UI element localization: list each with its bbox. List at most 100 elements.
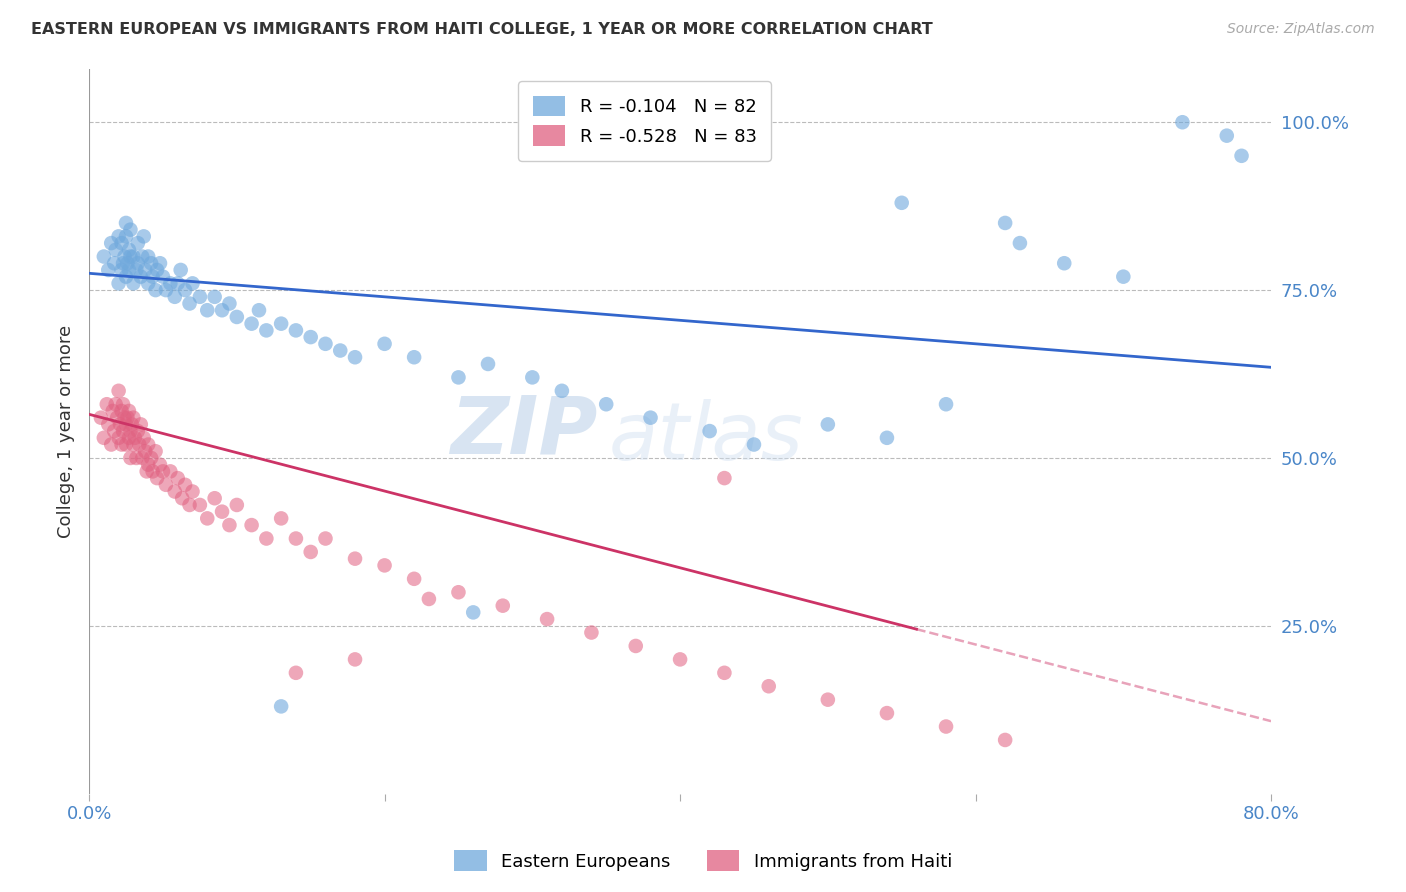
Point (134, 263, 156, 277)
Point (551, 384, 574, 398)
Point (122, 277, 145, 291)
Point (163, 290, 186, 304)
Point (159, 464, 181, 478)
Point (118, 263, 141, 277)
Point (155, 283, 177, 297)
Point (581, 625, 603, 640)
Legend: Eastern Europeans, Immigrants from Haiti: Eastern Europeans, Immigrants from Haiti (447, 843, 959, 879)
Point (463, 606, 485, 620)
Point (136, 277, 159, 291)
Point (994, 733, 1017, 747)
Point (211, 505, 233, 519)
Point (115, 437, 138, 451)
Text: Source: ZipAtlas.com: Source: ZipAtlas.com (1227, 22, 1375, 37)
Point (225, 498, 247, 512)
Point (115, 417, 138, 432)
Point (112, 397, 135, 411)
Point (114, 250, 136, 264)
Point (890, 195, 912, 210)
Point (1171, 115, 1194, 129)
Point (1008, 236, 1031, 251)
Point (120, 450, 142, 465)
Point (127, 236, 149, 251)
Point (131, 250, 153, 264)
Point (284, 532, 307, 546)
Text: atlas: atlas (609, 400, 804, 477)
Point (404, 572, 426, 586)
Point (152, 464, 174, 478)
Point (817, 692, 839, 706)
Point (284, 323, 307, 337)
Point (170, 263, 193, 277)
Point (127, 424, 149, 438)
Point (145, 283, 167, 297)
Point (115, 269, 138, 284)
Point (108, 417, 131, 432)
Point (101, 404, 124, 418)
Point (110, 437, 132, 451)
Point (447, 370, 470, 384)
Point (90, 410, 112, 425)
Point (136, 458, 159, 472)
Point (758, 679, 780, 693)
Point (254, 532, 277, 546)
Point (104, 397, 127, 411)
Point (195, 303, 218, 318)
Point (374, 336, 396, 351)
Point (132, 431, 155, 445)
Point (817, 417, 839, 432)
Point (146, 263, 169, 277)
Point (107, 277, 129, 291)
Point (172, 491, 194, 506)
Point (876, 431, 898, 445)
Point (110, 404, 132, 418)
Point (344, 652, 367, 666)
Text: EASTERN EUROPEAN VS IMMIGRANTS FROM HAITI COLLEGE, 1 YEAR OR MORE CORRELATION CH: EASTERN EUROPEAN VS IMMIGRANTS FROM HAIT… (31, 22, 932, 37)
Point (314, 336, 336, 351)
Point (1053, 256, 1076, 270)
Point (640, 410, 662, 425)
Point (117, 256, 139, 270)
Point (699, 424, 721, 438)
Point (188, 290, 211, 304)
Point (103, 424, 125, 438)
Point (247, 303, 270, 318)
Point (174, 283, 197, 297)
Point (188, 498, 211, 512)
Point (136, 437, 159, 451)
Point (713, 665, 735, 680)
Point (93, 431, 115, 445)
Point (536, 612, 558, 626)
Point (218, 518, 240, 533)
Point (447, 585, 470, 599)
Point (1230, 149, 1253, 163)
Point (124, 431, 146, 445)
Point (240, 518, 263, 533)
Point (669, 652, 692, 666)
Point (163, 484, 186, 499)
Point (374, 558, 396, 573)
Point (149, 256, 172, 270)
Point (204, 290, 226, 304)
Point (107, 431, 129, 445)
Point (146, 471, 169, 485)
Point (595, 397, 617, 411)
Point (270, 699, 292, 714)
Point (127, 256, 149, 270)
Point (112, 256, 135, 270)
Point (218, 296, 240, 310)
Point (240, 317, 263, 331)
Point (713, 471, 735, 485)
Point (97, 417, 120, 432)
Point (125, 263, 148, 277)
Point (994, 216, 1017, 230)
Point (204, 491, 226, 506)
Point (935, 719, 957, 733)
Point (159, 277, 181, 291)
Point (418, 591, 440, 606)
Point (152, 269, 174, 284)
Point (120, 250, 142, 264)
Point (131, 450, 153, 465)
Point (120, 222, 142, 236)
Point (129, 417, 152, 432)
